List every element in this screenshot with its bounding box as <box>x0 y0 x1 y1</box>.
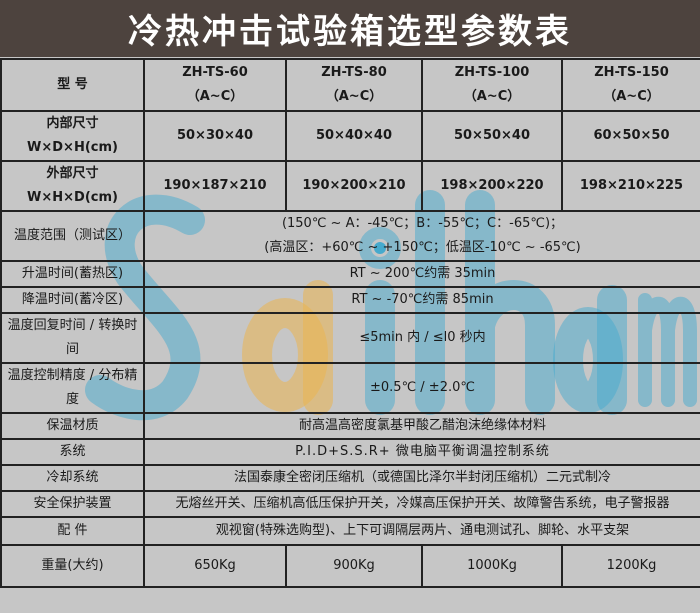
model-cell: ZH-TS-60 （A~C） <box>143 58 287 112</box>
table-row-system: 系统 P.I.D+S.S.R+ 微电脑平衡调温控制系统 <box>0 438 700 466</box>
model-name: ZH-TS-150 <box>594 65 669 80</box>
model-name: ZH-TS-60 <box>182 65 248 80</box>
inner-size-value: 50×30×40 <box>143 110 287 162</box>
row-value: 观视窗(特殊选购型)、上下可调隔层两片、通电测试孔、脚轮、水平支架 <box>143 516 700 546</box>
label-line: W×H×D(cm) <box>27 190 118 205</box>
table-row-insulation: 保温材质 耐高温高密度氯基甲酸乙醋泡沫绝缘体材料 <box>0 412 700 440</box>
table-row-accessories: 配 件 观视窗(特殊选购型)、上下可调隔层两片、通电测试孔、脚轮、水平支架 <box>0 516 700 546</box>
label-line: 外部尺寸 <box>46 166 99 181</box>
weight-value: 1000Kg <box>421 544 563 588</box>
weight-value: 650Kg <box>143 544 287 588</box>
outer-size-value: 198×200×220 <box>421 160 563 212</box>
row-label: 温度回复时间 / 转换时间 <box>0 312 145 364</box>
outer-size-value: 190×200×210 <box>285 160 423 212</box>
table-row-weight: 重量(大约) 650Kg 900Kg 1000Kg 1200Kg <box>0 544 700 588</box>
row-value: P.I.D+S.S.R+ 微电脑平衡调温控制系统 <box>143 438 700 466</box>
page-title: 冷热冲击试验箱选型参数表 <box>128 12 572 52</box>
title-bar: 冷热冲击试验箱选型参数表 <box>0 0 700 57</box>
row-value: ≤5min 内 / ≤l0 秒内 <box>143 312 700 364</box>
inner-size-value: 50×50×40 <box>421 110 563 162</box>
table-row-cool-time: 降温时间(蓄冷区) RT ~ -70℃约需 85min <box>0 286 700 314</box>
table-row-temp-range: 温度范围（测试区） (150℃ ~ A：-45℃；B：-55℃；C：-65℃)；… <box>0 210 700 262</box>
table-row-model: 型 号 ZH-TS-60 （A~C） ZH-TS-80 （A~C） ZH-TS-10… <box>0 58 700 112</box>
row-label: 升温时间(蓄热区) <box>0 260 145 288</box>
weight-label: 重量(大约) <box>0 544 145 588</box>
table-row-accuracy: 温度控制精度 / 分布精度 ±0.5℃ / ±2.0℃ <box>0 362 700 414</box>
table-row-outer-size: 外部尺寸 W×H×D(cm) 190×187×210 190×200×210 19… <box>0 160 700 212</box>
row-label: 安全保护装置 <box>0 490 145 518</box>
model-label: 型 号 <box>0 58 145 112</box>
value-line: (150℃ ~ A：-45℃；B：-55℃；C：-65℃)； <box>281 216 564 231</box>
inner-size-label: 内部尺寸 W×D×H(cm) <box>0 110 145 162</box>
row-label: 保温材质 <box>0 412 145 440</box>
model-name: ZH-TS-100 <box>454 65 530 80</box>
spec-table: 型 号 ZH-TS-60 （A~C） ZH-TS-80 （A~C） ZH-TS-10… <box>0 58 700 588</box>
row-value: 法国泰康全密闭压缩机（或德国比泽尔半封闭压缩机）二元式制冷 <box>143 464 700 492</box>
row-value: (150℃ ~ A：-45℃；B：-55℃；C：-65℃)； (高温区：+60℃ … <box>143 210 700 262</box>
outer-size-value: 190×187×210 <box>143 160 287 212</box>
weight-value: 900Kg <box>285 544 423 588</box>
table-row-heat-time: 升温时间(蓄热区) RT ~ 200℃约需 35min <box>0 260 700 288</box>
model-cell: ZH-TS-150 （A~C） <box>561 58 700 112</box>
table-row-safety: 安全保护装置 无熔丝开关、压缩机高低压保护开关，冷媒高压保护开关、故障警告系统，… <box>0 490 700 518</box>
outer-size-label: 外部尺寸 W×H×D(cm) <box>0 160 145 212</box>
model-variant: （A~C） <box>186 89 244 104</box>
row-label: 系统 <box>0 438 145 466</box>
model-name: ZH-TS-80 <box>321 65 387 80</box>
model-cell: ZH-TS-100 （A~C） <box>421 58 563 112</box>
row-label: 温度范围（测试区） <box>0 210 145 262</box>
row-label: 配 件 <box>0 516 145 546</box>
model-variant: （A~C） <box>325 89 383 104</box>
value-line: (高温区：+60℃ ~ +150℃；低温区-10℃ ~ -65℃) <box>264 240 581 255</box>
row-value: RT ~ -70℃约需 85min <box>143 286 700 314</box>
row-value: 无熔丝开关、压缩机高低压保护开关，冷媒高压保护开关、故障警告系统，电子警报器 <box>143 490 700 518</box>
inner-size-value: 60×50×50 <box>561 110 700 162</box>
row-value: 耐高温高密度氯基甲酸乙醋泡沫绝缘体材料 <box>143 412 700 440</box>
inner-size-value: 50×40×40 <box>285 110 423 162</box>
model-variant: （A~C） <box>463 89 521 104</box>
weight-value: 1200Kg <box>561 544 700 588</box>
row-label: 温度控制精度 / 分布精度 <box>0 362 145 414</box>
row-value: RT ~ 200℃约需 35min <box>143 260 700 288</box>
row-label: 冷却系统 <box>0 464 145 492</box>
label-line: W×D×H(cm) <box>27 140 118 155</box>
table-row-recovery-time: 温度回复时间 / 转换时间 ≤5min 内 / ≤l0 秒内 <box>0 312 700 364</box>
model-variant: （A~C） <box>603 89 660 104</box>
label-line: 内部尺寸 <box>46 116 99 131</box>
table-row-inner-size: 内部尺寸 W×D×H(cm) 50×30×40 50×40×40 50×50×40… <box>0 110 700 162</box>
outer-size-value: 198×210×225 <box>561 160 700 212</box>
row-value: ±0.5℃ / ±2.0℃ <box>143 362 700 414</box>
model-cell: ZH-TS-80 （A~C） <box>285 58 423 112</box>
table-row-cooling: 冷却系统 法国泰康全密闭压缩机（或德国比泽尔半封闭压缩机）二元式制冷 <box>0 464 700 492</box>
row-label: 降温时间(蓄冷区) <box>0 286 145 314</box>
